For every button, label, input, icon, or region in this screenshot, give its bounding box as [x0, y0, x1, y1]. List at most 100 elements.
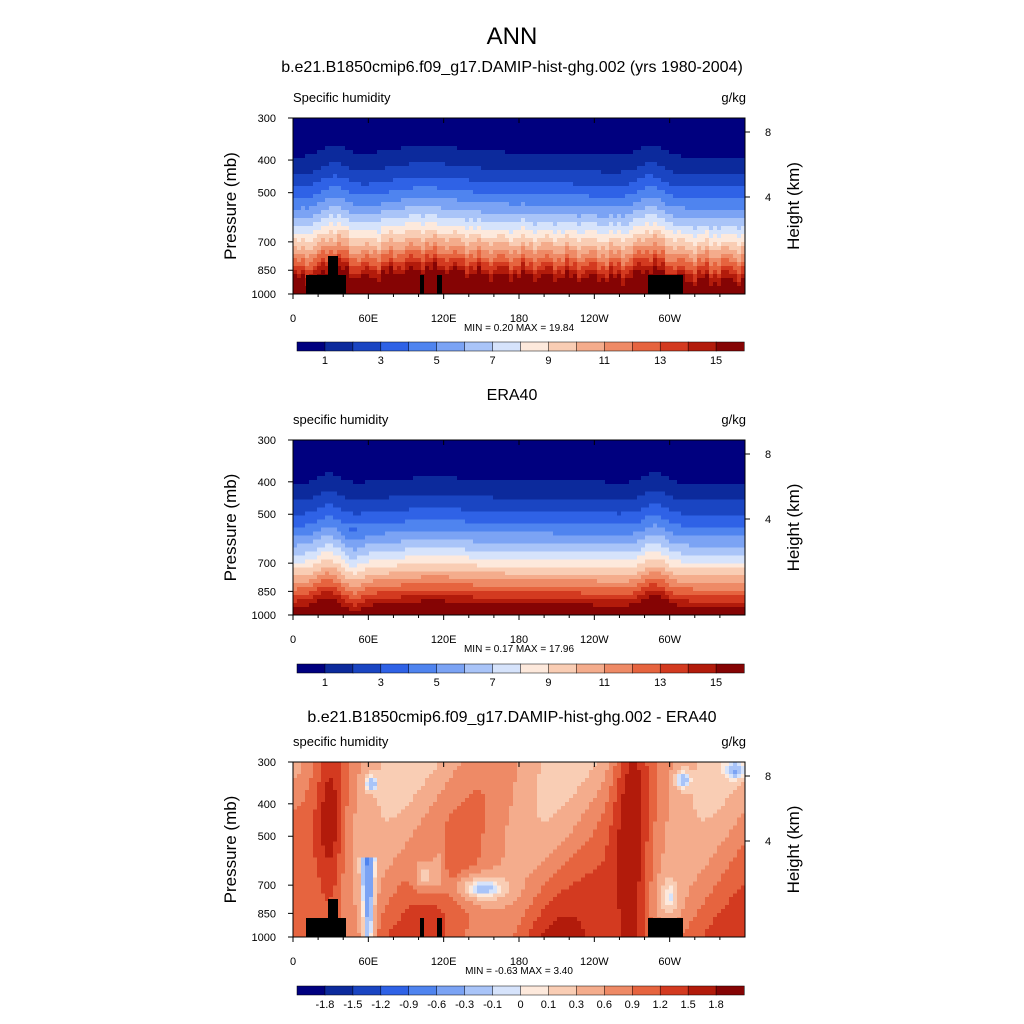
contour-cell: [677, 214, 682, 219]
contour-cell: [657, 246, 662, 251]
contour-cell: [401, 174, 406, 179]
contour-cell: [369, 274, 374, 279]
contour-cell: [353, 158, 358, 163]
contour-cell: [465, 202, 470, 207]
contour-cell: [697, 254, 702, 259]
contour-cell: [569, 218, 574, 223]
contour-cell: [489, 282, 494, 287]
contour-cell: [589, 270, 594, 275]
contour-cell: [725, 222, 730, 227]
contour-cell: [321, 186, 326, 191]
contour-cell: [405, 210, 410, 215]
contour-cell: [697, 290, 702, 295]
contour-cell: [509, 174, 514, 179]
contour-cell: [409, 234, 414, 239]
contour-cell: [329, 170, 334, 175]
contour-cell: [681, 270, 686, 275]
contour-cell: [537, 178, 542, 183]
contour-cell: [457, 266, 462, 271]
contour-cell: [721, 126, 726, 131]
contour-cell: [613, 226, 618, 231]
contour-cell: [385, 234, 390, 239]
contour-cell: [681, 150, 686, 155]
contour-cell: [681, 162, 686, 167]
contour-cell: [569, 282, 574, 287]
contour-cell: [653, 162, 658, 167]
contour-cell: [685, 174, 690, 179]
contour-cell: [373, 266, 378, 271]
contour-cell: [677, 198, 682, 203]
contour-cell: [361, 162, 366, 167]
contour-cell: [477, 234, 482, 239]
contour-cell: [337, 122, 342, 127]
contour-cell: [737, 174, 742, 179]
contour-cell: [329, 142, 334, 147]
contour-cell: [401, 190, 406, 195]
contour-cell: [545, 262, 550, 267]
contour-cell: [561, 238, 566, 243]
contour-cell: [301, 278, 306, 283]
contour-cell: [293, 262, 298, 267]
contour-cell: [305, 118, 310, 123]
contour-cell: [477, 126, 482, 131]
contour-cell: [517, 166, 522, 171]
contour-cell: [681, 118, 686, 123]
contour-cell: [321, 230, 326, 235]
contour-cell: [725, 162, 730, 167]
contour-cell: [297, 270, 302, 275]
contour-cell: [469, 222, 474, 227]
contour-cell: [729, 194, 734, 199]
contour-cell: [641, 154, 646, 159]
contour-cell: [389, 270, 394, 275]
contour-cell: [457, 214, 462, 219]
contour-cell: [665, 162, 670, 167]
contour-cell: [725, 118, 730, 123]
contour-cell: [561, 182, 566, 187]
x-axis: 0 60E 120E 180 120W 60W: [290, 118, 721, 325]
contour-cell: [673, 122, 678, 127]
contour-cell: [685, 138, 690, 143]
contour-cell: [721, 210, 726, 215]
contour-cell: [629, 118, 634, 123]
contour-cell: [689, 182, 694, 187]
contour-cell: [505, 218, 510, 223]
contour-cell: [417, 278, 422, 283]
contour-cell: [365, 222, 370, 227]
contour-cell: [717, 122, 722, 127]
contour-cell: [461, 226, 466, 231]
contour-cell: [465, 282, 470, 287]
contour-cell: [489, 138, 494, 143]
contour-cell: [477, 250, 482, 255]
contour-cell: [317, 230, 322, 235]
contour-cell: [725, 278, 730, 283]
contour-cell: [689, 214, 694, 219]
contour-cell: [601, 162, 606, 167]
contour-cell: [409, 130, 414, 135]
contour-cell: [337, 170, 342, 175]
contour-cell: [493, 162, 498, 167]
contour-cell: [385, 170, 390, 175]
contour-cell: [585, 274, 590, 279]
contour-cell: [473, 134, 478, 139]
contour-cell: [569, 146, 574, 151]
contour-cell: [433, 210, 438, 215]
contour-cell: [357, 282, 362, 287]
contour-cell: [693, 238, 698, 243]
contour-cell: [453, 158, 458, 163]
contour-cell: [573, 274, 578, 279]
contour-cell: [345, 170, 350, 175]
contour-cell: [493, 210, 498, 215]
contour-cell: [453, 218, 458, 223]
contour-cell: [617, 150, 622, 155]
contour-cell: [629, 142, 634, 147]
contour-cell: [653, 246, 658, 251]
contour-cell: [569, 214, 574, 219]
contour-cell: [369, 206, 374, 211]
contour-cell: [473, 174, 478, 179]
contour-cell: [293, 286, 298, 291]
contour-cell: [633, 290, 638, 295]
contour-cell: [669, 206, 674, 211]
contour-cell: [665, 182, 670, 187]
contour-cell: [321, 218, 326, 223]
contour-cell: [313, 126, 318, 131]
